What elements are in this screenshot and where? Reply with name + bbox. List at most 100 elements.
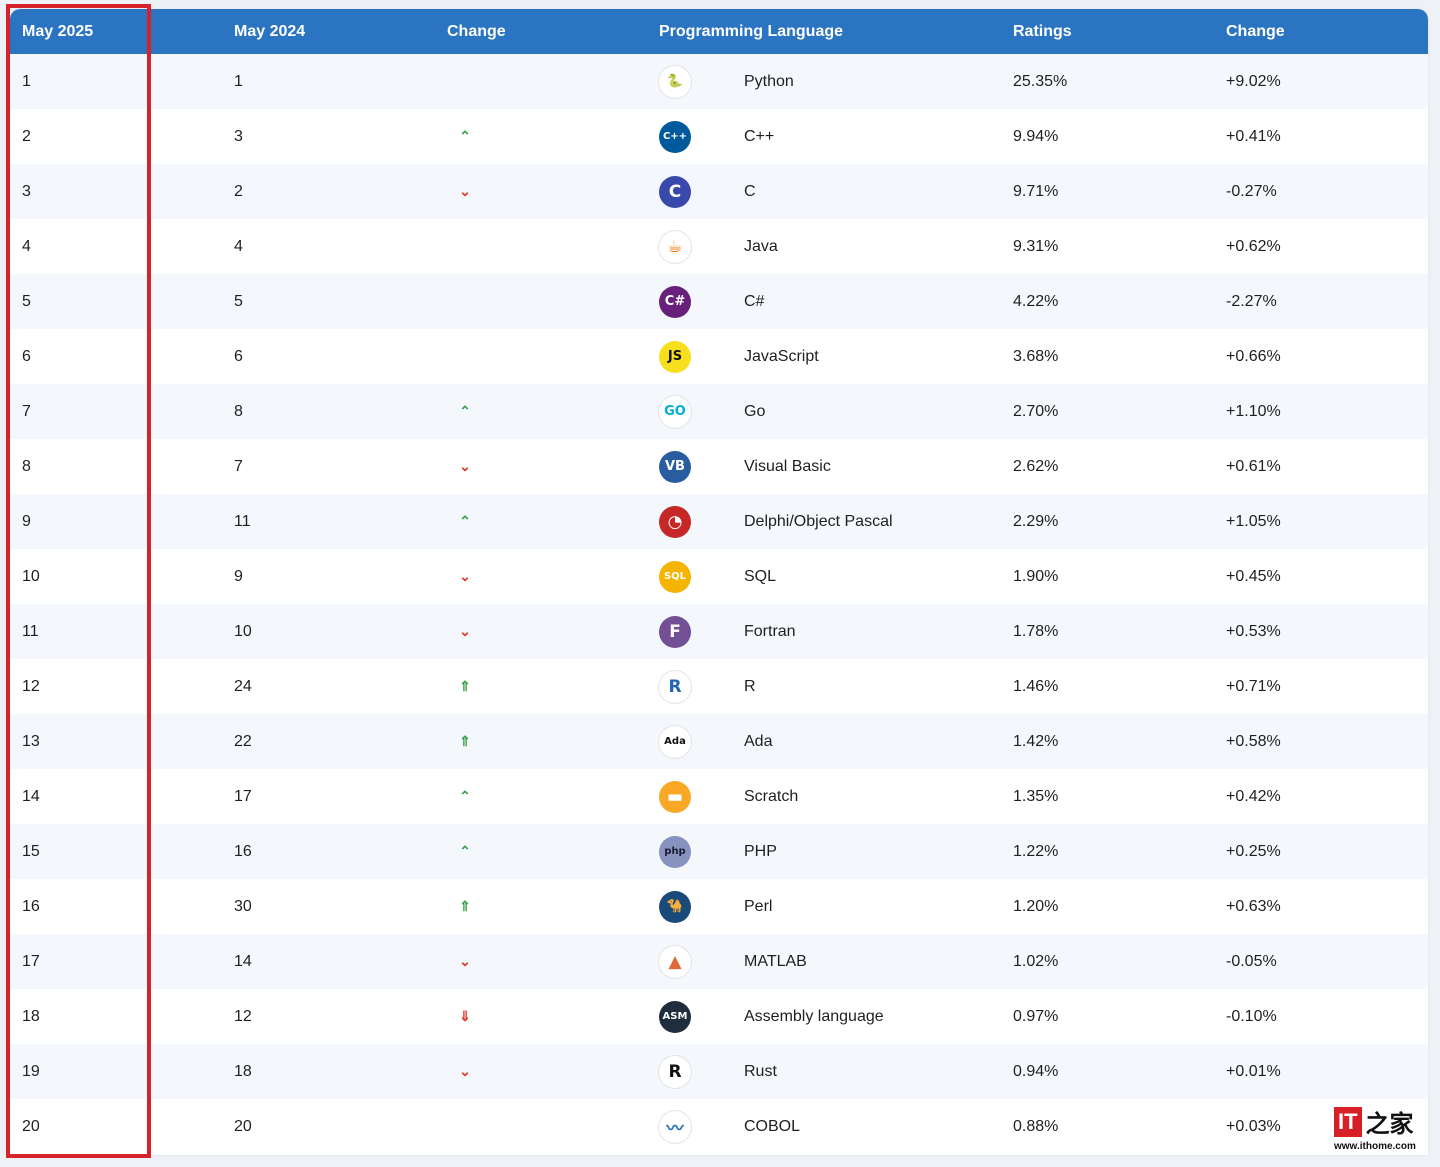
double-arrow-up-icon: ⇑: [459, 678, 471, 694]
table-row[interactable]: 2 3 ⌃ C++ C++ 9.94% +0.41%: [10, 109, 1428, 164]
header-ratings[interactable]: Ratings: [1013, 22, 1072, 40]
language-logo: ◔: [658, 494, 692, 549]
table-row[interactable]: 16 30 ⇑ 🐪 Perl 1.20% +0.63%: [10, 879, 1428, 934]
rank-current: 14: [22, 787, 40, 805]
table-row[interactable]: 11 10 ⌄ F Fortran 1.78% +0.53%: [10, 604, 1428, 659]
rank-previous: 14: [234, 952, 252, 970]
sql-icon: SQL: [659, 560, 691, 593]
table-row[interactable]: 14 17 ⌃ ▬ Scratch 1.35% +0.42%: [10, 769, 1428, 824]
scratch-icon: ▬: [659, 780, 691, 813]
language-name: Python: [744, 72, 794, 90]
table-row[interactable]: 13 22 ⇑ Ada Ada 1.42% +0.58%: [10, 714, 1428, 769]
arrow-up-icon: ⌃: [459, 128, 471, 144]
rating-change: +0.63%: [1226, 897, 1281, 915]
rank-current: 9: [22, 512, 31, 530]
rank-change: ⇓: [447, 989, 483, 1044]
rank-previous: 8: [234, 402, 243, 420]
rank-current: 8: [22, 457, 31, 475]
header-change[interactable]: Change: [447, 22, 506, 40]
language-name: JavaScript: [744, 347, 819, 365]
language-name: R: [744, 677, 756, 695]
rating-value: 1.20%: [1013, 897, 1059, 915]
header-programming-language[interactable]: Programming Language: [659, 22, 844, 40]
rank-previous: 2: [234, 182, 243, 200]
header-change-percent[interactable]: Change: [1226, 22, 1285, 40]
rating-change: +0.71%: [1226, 677, 1281, 695]
header-may-2025[interactable]: May 2025: [22, 22, 94, 40]
rank-current: 18: [22, 1007, 40, 1025]
header-may-2024[interactable]: May 2024: [234, 22, 306, 40]
rank-change: ⌄: [447, 604, 483, 659]
arrow-down-icon: ⌄: [459, 568, 471, 584]
table-row[interactable]: 4 4 ☕ Java 9.31% +0.62%: [10, 219, 1428, 274]
rank-change: ⌃: [447, 384, 483, 439]
rank-previous: 5: [234, 292, 243, 310]
table-row[interactable]: 5 5 C# C# 4.22% -2.27%: [10, 274, 1428, 329]
language-name: Java: [744, 237, 778, 255]
double-arrow-up-icon: ⇑: [459, 733, 471, 749]
language-name: Visual Basic: [744, 457, 831, 475]
language-name: Scratch: [744, 787, 799, 805]
table-row[interactable]: 9 11 ⌃ ◔ Delphi/Object Pascal 2.29% +1.05%: [10, 494, 1428, 549]
ithome-watermark: IT 之家 www.ithome.com: [1334, 1104, 1418, 1154]
rank-previous: 6: [234, 347, 243, 365]
rank-previous: 9: [234, 567, 243, 585]
table-row[interactable]: 12 24 ⇑ R R 1.46% +0.71%: [10, 659, 1428, 714]
rank-previous: 12: [234, 1007, 252, 1025]
table-row[interactable]: 6 6 JS JavaScript 3.68% +0.66%: [10, 329, 1428, 384]
table-row[interactable]: 8 7 ⌄ VB Visual Basic 2.62% +0.61%: [10, 439, 1428, 494]
rank-change: ⌃: [447, 824, 483, 879]
table-row[interactable]: 18 12 ⇓ ASM Assembly language 0.97% -0.10%: [10, 989, 1428, 1044]
rust-icon: R: [659, 1055, 691, 1088]
rating-change: +0.53%: [1226, 622, 1281, 640]
table-row[interactable]: 3 2 ⌄ C C 9.71% -0.27%: [10, 164, 1428, 219]
matlab-icon: ▲: [659, 945, 691, 978]
rank-previous: 16: [234, 842, 252, 860]
rank-change: ⌄: [447, 549, 483, 604]
rating-change: +0.58%: [1226, 732, 1281, 750]
language-name: Assembly language: [744, 1007, 884, 1025]
table-row[interactable]: 19 18 ⌄ R Rust 0.94% +0.01%: [10, 1044, 1428, 1099]
watermark-chinese: 之家: [1365, 1110, 1414, 1138]
assembly-icon: ASM: [659, 1000, 691, 1033]
rank-change: ⇑: [447, 879, 483, 934]
tiobe-index-table: May 2025 May 2024 Change Programming Lan…: [10, 9, 1428, 1155]
rating-change: -0.05%: [1226, 952, 1277, 970]
rank-previous: 18: [234, 1062, 252, 1080]
language-name: Delphi/Object Pascal: [744, 512, 893, 530]
rank-previous: 30: [234, 897, 252, 915]
language-logo: ▬: [658, 769, 692, 824]
arrow-up-icon: ⌃: [459, 788, 471, 804]
rank-previous: 24: [234, 677, 252, 695]
rank-current: 1: [22, 72, 31, 90]
rating-value: 25.35%: [1013, 72, 1068, 90]
table-row[interactable]: 10 9 ⌄ SQL SQL 1.90% +0.45%: [10, 549, 1428, 604]
arrow-up-icon: ⌃: [459, 513, 471, 529]
c-icon: C: [659, 175, 691, 208]
language-logo: 🐍: [658, 54, 692, 109]
table-row[interactable]: 17 14 ⌄ ▲ MATLAB 1.02% -0.05%: [10, 934, 1428, 989]
rating-change: +0.01%: [1226, 1062, 1281, 1080]
table-row[interactable]: 15 16 ⌃ php PHP 1.22% +0.25%: [10, 824, 1428, 879]
language-logo: C++: [658, 109, 692, 164]
java-icon: ☕: [659, 230, 691, 263]
rating-value: 2.62%: [1013, 457, 1059, 475]
rank-change: ⌄: [447, 439, 483, 494]
rating-value: 1.22%: [1013, 842, 1059, 860]
language-logo: GO: [658, 384, 692, 439]
table-row[interactable]: 1 1 🐍 Python 25.35% +9.02%: [10, 54, 1428, 109]
rank-current: 20: [22, 1117, 40, 1135]
rank-current: 17: [22, 952, 40, 970]
go-icon: GO: [659, 395, 691, 428]
rank-current: 4: [22, 237, 31, 255]
table-row[interactable]: 20 20 〰 COBOL 0.88% +0.03%: [10, 1099, 1428, 1154]
language-name: C++: [744, 127, 775, 145]
language-logo: SQL: [658, 549, 692, 604]
rating-value: 3.68%: [1013, 347, 1059, 365]
table-row[interactable]: 7 8 ⌃ GO Go 2.70% +1.10%: [10, 384, 1428, 439]
rank-change: ⌄: [447, 1044, 483, 1099]
rank-previous: 17: [234, 787, 252, 805]
fortran-icon: F: [659, 615, 691, 648]
python-icon: 🐍: [659, 65, 691, 98]
rank-current: 10: [22, 567, 40, 585]
